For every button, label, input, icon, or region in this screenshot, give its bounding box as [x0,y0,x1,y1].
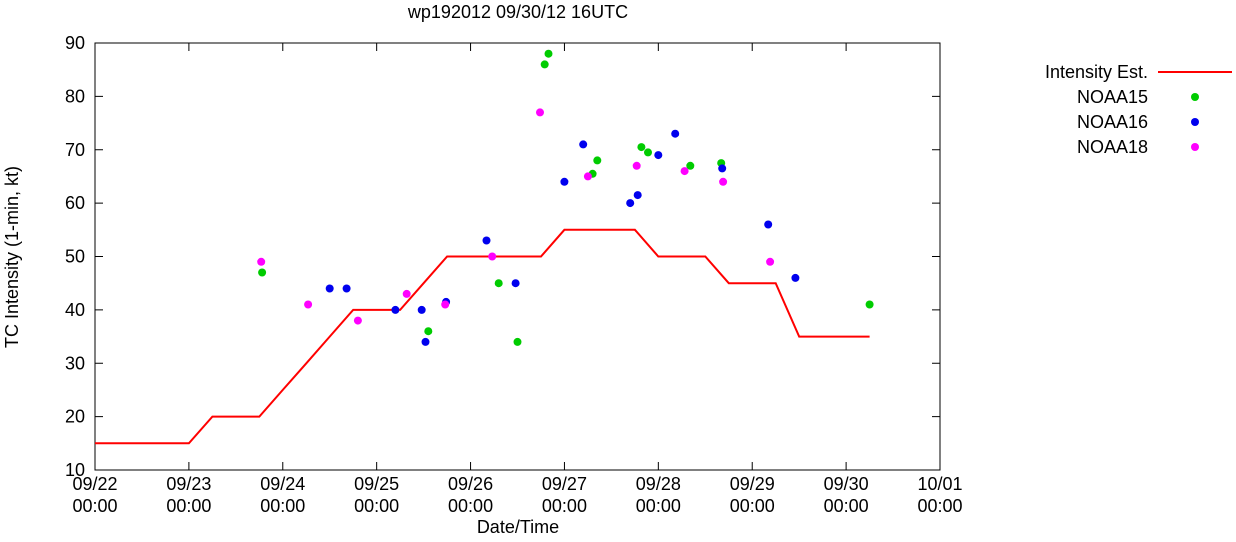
data-point-noaa18 [680,167,689,176]
y-tick-label: 10 [65,460,85,480]
x-tick-label-time: 00:00 [824,496,869,516]
y-tick-label: 60 [65,193,85,213]
data-point-noaa15 [593,156,602,165]
x-tick-label-date: 09/24 [260,474,305,494]
data-point-noaa15 [686,161,695,170]
x-tick-label-date: 09/30 [824,474,869,494]
legend-point-sample-noaa18 [1191,143,1199,151]
y-tick-label: 20 [65,407,85,427]
x-axis-label: Date/Time [477,517,559,537]
data-point-noaa15 [865,300,874,309]
data-point-noaa16 [342,284,351,293]
legend-label-noaa18: NOAA18 [1077,137,1148,157]
data-point-noaa18 [536,108,544,117]
y-axis-label: TC Intensity (1-min, kt) [2,166,22,348]
x-tick-label-time: 00:00 [448,496,493,516]
data-point-noaa18 [402,289,411,298]
x-tick-label-time: 00:00 [730,496,775,516]
data-point-noaa15 [513,337,522,346]
data-point-noaa18 [583,172,592,181]
data-point-noaa18 [353,316,362,325]
chart-title: wp192012 09/30/12 16UTC [407,2,628,22]
y-tick-label: 70 [65,140,85,160]
x-tick-label-date: 09/23 [166,474,211,494]
y-tick-label: 80 [65,86,85,106]
data-point-noaa15 [540,60,549,69]
legend-label-noaa15: NOAA15 [1077,87,1148,107]
data-point-noaa18 [632,161,641,170]
data-point-noaa16 [654,151,663,160]
y-tick-label: 90 [65,33,85,53]
x-tick-label-date: 09/25 [354,474,399,494]
legend-point-sample-noaa16 [1191,118,1199,126]
data-point-noaa18 [257,257,266,266]
data-point-noaa16 [421,337,430,346]
legend: Intensity Est. NOAA15 NOAA16 NOAA18 [1045,62,1232,157]
data-point-noaa16 [633,191,642,200]
x-tick-label-time: 00:00 [72,496,117,516]
data-point-noaa16 [391,305,400,314]
data-point-noaa15 [494,279,503,288]
x-tick-label-date: 09/22 [72,474,117,494]
data-point-noaa16 [325,284,334,293]
x-tick-label-date: 09/28 [636,474,681,494]
x-tick-label-time: 00:00 [917,496,962,516]
x-tick-label-time: 00:00 [354,496,399,516]
data-point-noaa16 [626,199,635,208]
x-tick-label-time: 00:00 [166,496,211,516]
data-point-noaa16 [482,236,491,245]
x-tick-label-time: 00:00 [636,496,681,516]
data-point-noaa16 [417,305,426,314]
data-point-noaa16 [579,140,588,149]
data-point-noaa16 [791,273,800,282]
plot-series [95,49,874,445]
data-point-noaa18 [304,300,313,309]
data-point-noaa15 [644,148,652,157]
x-tick-label-time: 00:00 [260,496,305,516]
data-point-noaa16 [671,129,680,138]
data-point-noaa16 [560,177,569,186]
x-tick-label-time: 00:00 [542,496,587,516]
data-point-noaa18 [441,300,450,309]
x-tick-label-date: 09/26 [448,474,493,494]
legend-point-sample-noaa15 [1191,93,1199,101]
data-point-noaa18 [766,257,775,266]
data-point-noaa15 [637,143,646,152]
data-point-noaa16 [511,279,520,288]
x-tick-label-date: 09/29 [730,474,775,494]
series-line-intensity-est [95,228,870,445]
data-point-noaa15 [424,327,433,336]
x-tick-label-date: 09/27 [542,474,587,494]
y-tick-label: 50 [65,247,85,267]
legend-label-noaa16: NOAA16 [1077,112,1148,132]
data-point-noaa18 [719,177,728,186]
y-tick-label: 30 [65,353,85,373]
x-tick-label-date: 10/01 [917,474,962,494]
data-point-noaa18 [488,252,497,261]
data-point-noaa15 [544,49,553,58]
data-point-noaa16 [764,220,773,229]
y-tick-label: 40 [65,300,85,320]
data-point-noaa16 [718,164,727,173]
legend-label-intensity-est: Intensity Est. [1045,62,1148,82]
data-point-noaa15 [258,268,267,277]
axes: 10203040506070809009/2200:0009/2300:0009… [65,33,963,516]
